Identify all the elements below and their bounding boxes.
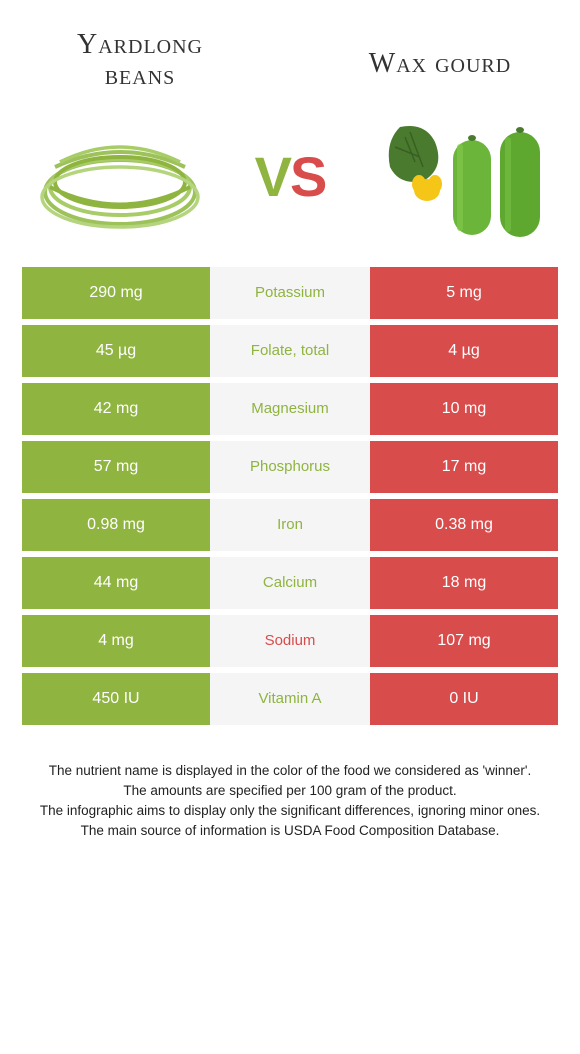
vs-label: VS: [255, 144, 326, 209]
cell-nutrient-name: Magnesium: [210, 383, 370, 435]
cell-left-value: 42 mg: [22, 383, 210, 435]
cell-nutrient-name: Vitamin A: [210, 673, 370, 725]
footer-notes: The nutrient name is displayed in the co…: [0, 731, 580, 842]
cell-left-value: 45 µg: [22, 325, 210, 377]
table-row: 42 mg Magnesium 10 mg: [22, 383, 558, 435]
vs-s: S: [290, 145, 325, 208]
cell-right-value: 0.38 mg: [370, 499, 558, 551]
note-line: The infographic aims to display only the…: [18, 801, 562, 821]
cell-nutrient-name: Potassium: [210, 267, 370, 319]
table-row: 290 mg Potassium 5 mg: [22, 267, 558, 319]
cell-left-value: 44 mg: [22, 557, 210, 609]
cell-right-value: 17 mg: [370, 441, 558, 493]
yardlong-beans-image: [30, 112, 210, 242]
cell-right-value: 107 mg: [370, 615, 558, 667]
wax-gourd-image: [370, 112, 550, 242]
title-left-line2: beans: [105, 60, 176, 91]
cell-nutrient-name: Calcium: [210, 557, 370, 609]
cell-left-value: 290 mg: [22, 267, 210, 319]
cell-nutrient-name: Iron: [210, 499, 370, 551]
cell-nutrient-name: Sodium: [210, 615, 370, 667]
title-right: Wax gourd: [340, 30, 540, 80]
cell-right-value: 18 mg: [370, 557, 558, 609]
title-left: Yardlong beans: [40, 30, 240, 92]
header: Yardlong beans Wax gourd: [0, 0, 580, 102]
cell-nutrient-name: Folate, total: [210, 325, 370, 377]
table-row: 57 mg Phosphorus 17 mg: [22, 441, 558, 493]
table-row: 4 mg Sodium 107 mg: [22, 615, 558, 667]
table-row: 0.98 mg Iron 0.38 mg: [22, 499, 558, 551]
cell-right-value: 5 mg: [370, 267, 558, 319]
note-line: The nutrient name is displayed in the co…: [18, 761, 562, 781]
beans-icon: [35, 117, 205, 237]
cell-nutrient-name: Phosphorus: [210, 441, 370, 493]
table-row: 44 mg Calcium 18 mg: [22, 557, 558, 609]
table-row: 45 µg Folate, total 4 µg: [22, 325, 558, 377]
vs-v: V: [255, 145, 290, 208]
cell-left-value: 450 IU: [22, 673, 210, 725]
cell-left-value: 57 mg: [22, 441, 210, 493]
cell-left-value: 4 mg: [22, 615, 210, 667]
cell-right-value: 4 µg: [370, 325, 558, 377]
note-line: The amounts are specified per 100 gram o…: [18, 781, 562, 801]
nutrient-table: 290 mg Potassium 5 mg 45 µg Folate, tota…: [0, 267, 580, 725]
cell-left-value: 0.98 mg: [22, 499, 210, 551]
cell-right-value: 0 IU: [370, 673, 558, 725]
title-left-line1: Yardlong: [77, 29, 203, 60]
images-row: VS: [0, 102, 580, 267]
cell-right-value: 10 mg: [370, 383, 558, 435]
table-row: 450 IU Vitamin A 0 IU: [22, 673, 558, 725]
gourd-icon: [375, 112, 545, 242]
note-line: The main source of information is USDA F…: [18, 821, 562, 841]
